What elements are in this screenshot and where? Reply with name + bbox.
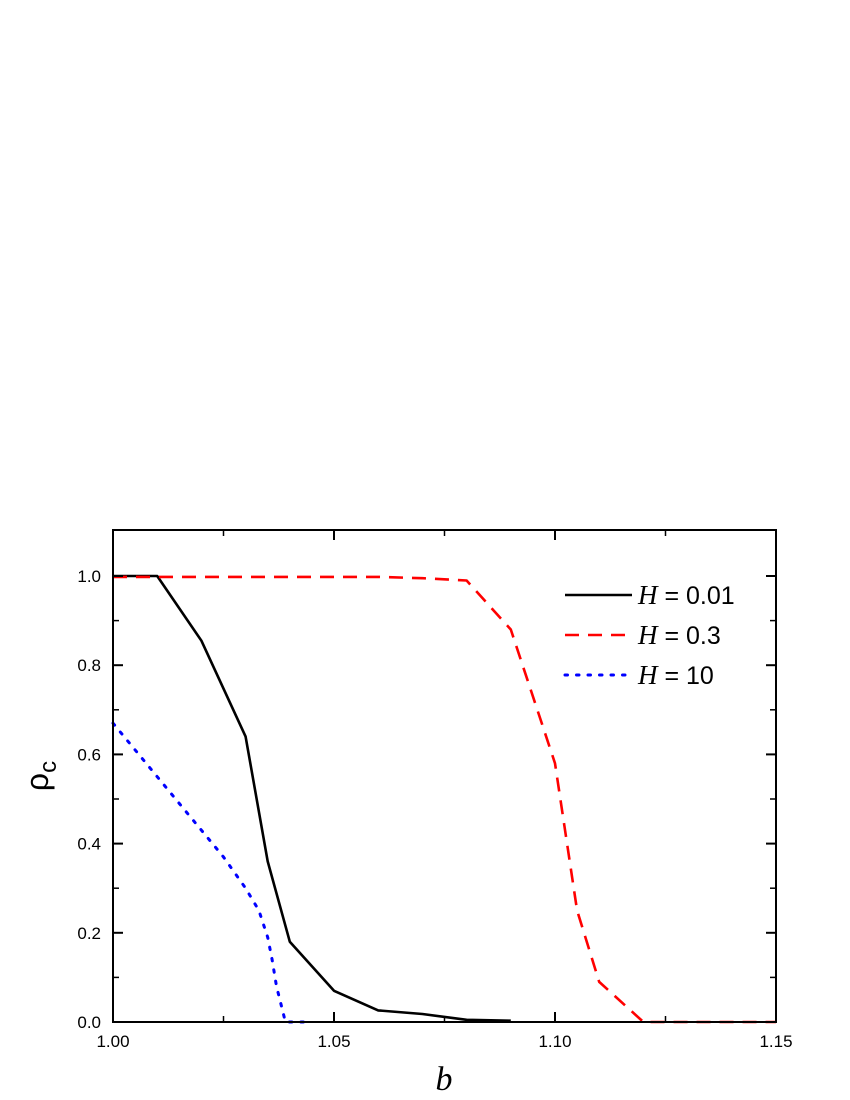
y-tick-label: 0.4 bbox=[77, 835, 101, 854]
y-tick-label: 0.6 bbox=[77, 745, 101, 764]
x-tick-label: 1.15 bbox=[759, 1032, 792, 1051]
y-tick-label: 1.0 bbox=[77, 567, 101, 586]
y-tick-label: 0.8 bbox=[77, 656, 101, 675]
series-line-0 bbox=[113, 574, 511, 1022]
x-tick-labels: 1.00 1.05 1.10 1.15 bbox=[96, 1032, 792, 1051]
svg-text:ρc: ρc bbox=[19, 761, 62, 791]
x-axis-label: b bbox=[436, 1061, 453, 1098]
legend-label: H = 10 bbox=[637, 660, 714, 690]
y-tick-label: 0.2 bbox=[77, 924, 101, 943]
legend-item-1: H = 0.3 bbox=[565, 620, 721, 650]
legend-label: H = 0.3 bbox=[637, 620, 721, 650]
axis-ticks bbox=[112, 530, 777, 1023]
y-axis-label-main: ρ bbox=[19, 773, 55, 791]
x-tick-label: 1.05 bbox=[317, 1032, 350, 1051]
legend-label: H = 0.01 bbox=[637, 580, 735, 610]
y-axis-label-sub: c bbox=[35, 761, 62, 773]
x-tick-label: 1.10 bbox=[538, 1032, 571, 1051]
y-tick-label: 0.0 bbox=[77, 1013, 101, 1032]
y-axis-label: ρc bbox=[19, 761, 62, 791]
y-tick-labels: 0.0 0.2 0.4 0.6 0.8 1.0 bbox=[77, 567, 101, 1032]
legend: H = 0.01 H = 0.3 H = 10 bbox=[563, 580, 735, 690]
series-line-2 bbox=[111, 721, 314, 1024]
x-tick-label: 1.00 bbox=[96, 1032, 129, 1051]
legend-item-0: H = 0.01 bbox=[565, 580, 735, 610]
legend-item-2: H = 10 bbox=[563, 660, 714, 690]
